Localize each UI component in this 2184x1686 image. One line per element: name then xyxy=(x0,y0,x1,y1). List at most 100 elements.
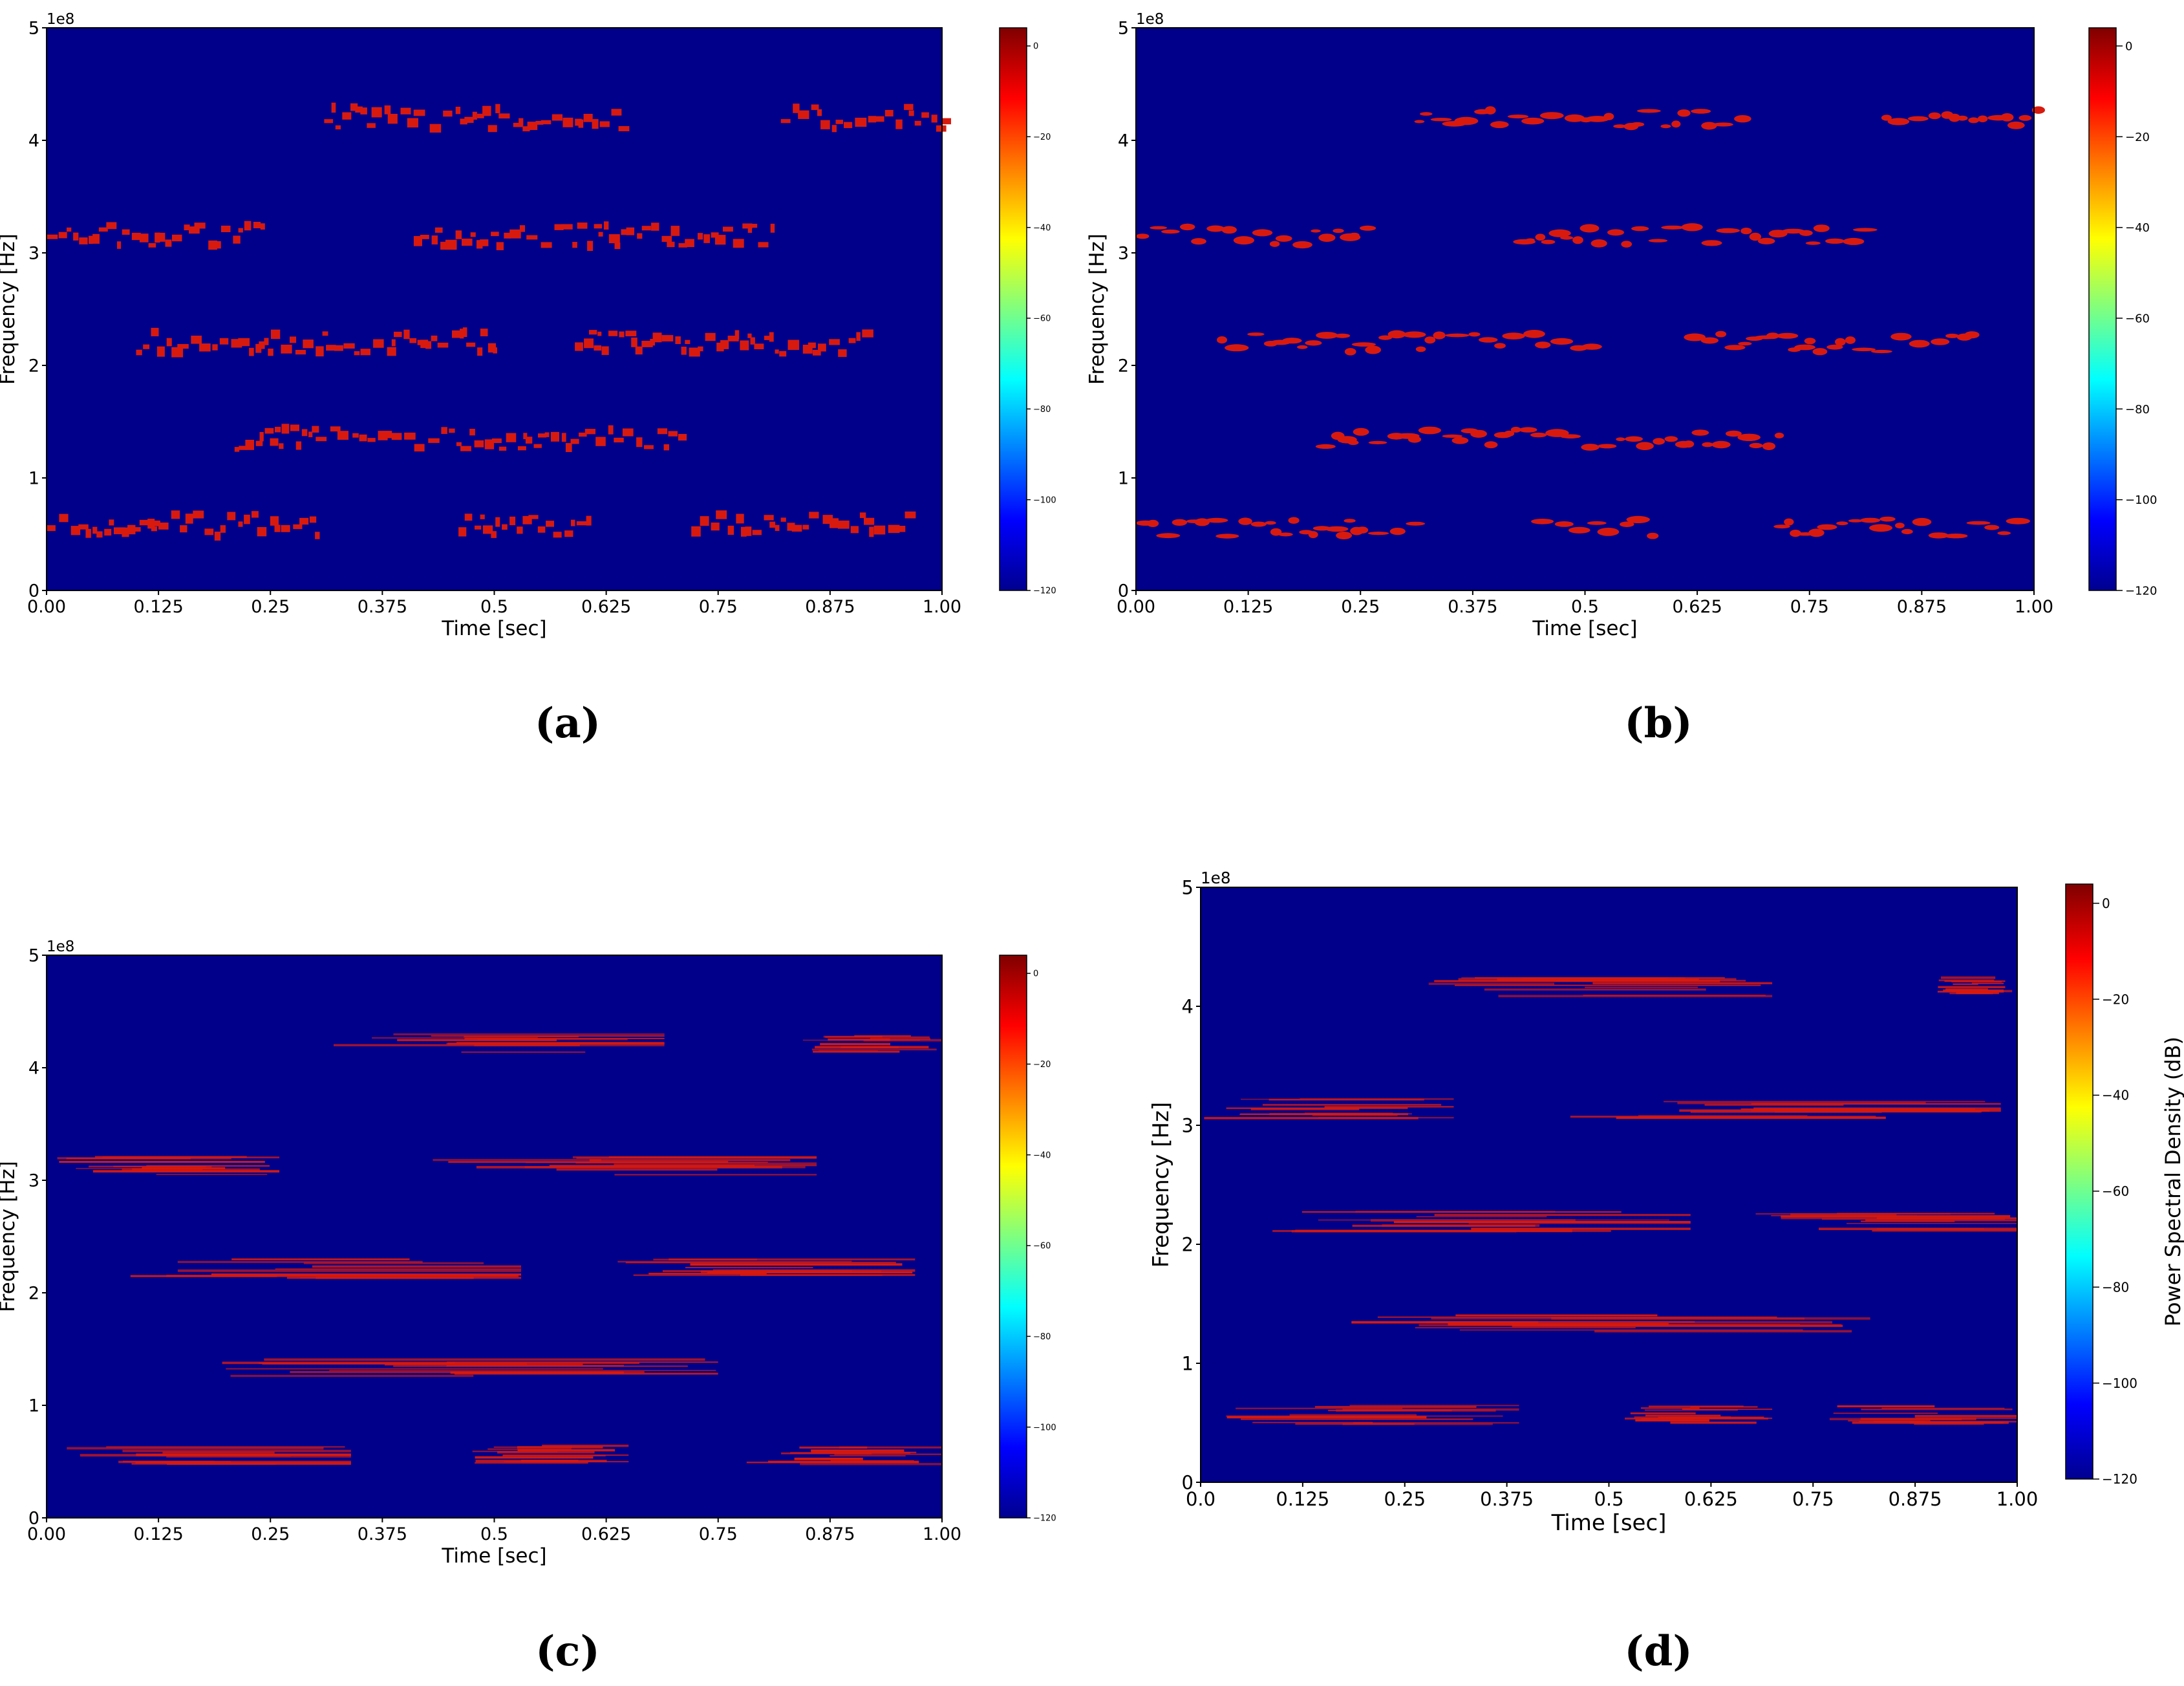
burst-segment xyxy=(780,103,951,133)
burst-streak xyxy=(1640,1407,1700,1409)
burst-cell xyxy=(592,119,599,129)
burst-cell xyxy=(208,240,217,250)
burst-streak xyxy=(1664,1101,1986,1103)
x-tick-label: 0.125 xyxy=(133,597,183,617)
burst-cell xyxy=(460,446,471,451)
burst-cell xyxy=(143,344,150,349)
burst-cell xyxy=(1535,233,1546,241)
burst-streak xyxy=(106,1446,345,1448)
x-tick-label: 0.625 xyxy=(1672,597,1722,617)
burst-cell xyxy=(354,351,360,356)
burst-streak xyxy=(102,1156,280,1159)
burst-cell xyxy=(355,106,363,113)
burst-cell xyxy=(290,336,297,343)
burst-cell xyxy=(391,433,402,440)
burst-cell xyxy=(831,125,837,133)
burst-cell xyxy=(1156,533,1181,539)
x-tick-label: 0.5 xyxy=(480,597,508,617)
burst-cell xyxy=(360,107,367,114)
burst-streak xyxy=(1781,1215,2011,1218)
burst-streak xyxy=(329,1370,716,1371)
burst-streak xyxy=(1454,984,1761,986)
burst-streak xyxy=(1833,1412,1938,1414)
burst-streak xyxy=(177,1269,522,1272)
y-tick-label: 5 xyxy=(1118,19,1129,39)
burst-cell xyxy=(480,239,489,246)
burst-cell xyxy=(1881,114,1892,121)
burst-cell xyxy=(1928,532,1949,539)
burst-cell xyxy=(460,118,467,125)
burst-streak xyxy=(275,1268,522,1270)
burst-streak xyxy=(123,1460,351,1462)
burst-cell xyxy=(2006,517,2030,524)
y-tick-label: 3 xyxy=(28,1171,39,1191)
burst-cell xyxy=(526,235,538,240)
burst-cell xyxy=(1333,228,1344,233)
burst-cell xyxy=(1389,528,1406,535)
burst-cell xyxy=(350,103,358,111)
burst-cell xyxy=(838,520,850,529)
burst-streak xyxy=(1956,991,1999,995)
burst-cell xyxy=(371,107,382,118)
burst-cell xyxy=(528,515,539,519)
y-tick-label: 3 xyxy=(28,244,39,264)
burst-cell xyxy=(572,242,577,248)
burst-cell xyxy=(1636,109,1661,113)
burst-cell xyxy=(1353,427,1369,436)
x-tick-label: 1.00 xyxy=(923,1524,961,1544)
burst-streak xyxy=(475,1462,588,1464)
burst-cell xyxy=(58,232,67,239)
x-tick-label: 0.375 xyxy=(358,597,407,617)
burst-streak xyxy=(372,1037,538,1039)
burst-cell xyxy=(1206,225,1225,232)
burst-cell xyxy=(1161,229,1180,234)
burst-streak xyxy=(823,1035,875,1038)
burst-cell xyxy=(387,347,396,356)
burst-cell xyxy=(158,523,169,530)
burst-cell xyxy=(271,329,281,340)
burst-cell xyxy=(270,516,279,526)
burst-streak xyxy=(447,1361,718,1363)
y-tick-label: 0 xyxy=(1118,581,1129,601)
burst-streak xyxy=(1377,1316,1777,1318)
burst-cell xyxy=(331,102,336,113)
burst-cell xyxy=(1701,240,1722,246)
burst-streak xyxy=(166,1455,351,1458)
burst-streak xyxy=(464,1035,579,1038)
burst-cell xyxy=(1630,122,1645,127)
burst-cell xyxy=(1607,229,1624,236)
burst-cell xyxy=(1835,338,1846,346)
x-tick-label: 0.875 xyxy=(805,1524,855,1544)
burst-cell xyxy=(234,447,240,452)
burst-streak xyxy=(1876,1217,2017,1220)
burst-streak xyxy=(1645,1414,1721,1417)
burst-cell xyxy=(595,437,606,446)
burst-streak xyxy=(1673,1417,1773,1420)
burst-cell xyxy=(428,438,440,443)
burst-segment xyxy=(324,102,630,133)
burst-cell xyxy=(750,337,755,345)
burst-cell xyxy=(253,222,261,228)
burst-cell xyxy=(1150,226,1168,230)
burst-cell xyxy=(1523,330,1545,338)
burst-cell xyxy=(711,523,720,531)
burst-cell xyxy=(598,232,603,237)
burst-cell xyxy=(1653,438,1665,445)
burst-cell xyxy=(791,524,802,532)
burst-streak xyxy=(1781,1218,1972,1220)
burst-streak xyxy=(746,1462,919,1464)
burst-cell xyxy=(456,442,462,446)
burst-cell xyxy=(838,349,847,357)
burst-streak xyxy=(1938,979,1995,982)
burst-cell xyxy=(238,228,243,233)
burst-cell xyxy=(519,118,524,126)
burst-cell xyxy=(189,226,200,234)
y-tick-label: 4 xyxy=(28,131,39,151)
colorbar-tick-label: −120 xyxy=(1033,1514,1056,1524)
x-tick-label: 0.0 xyxy=(1186,1488,1215,1510)
burst-cell xyxy=(400,107,411,114)
burst-cell xyxy=(895,119,903,129)
x-axis-label: Time [sec] xyxy=(1532,617,1637,640)
x-tick-label: 1.00 xyxy=(923,597,961,617)
